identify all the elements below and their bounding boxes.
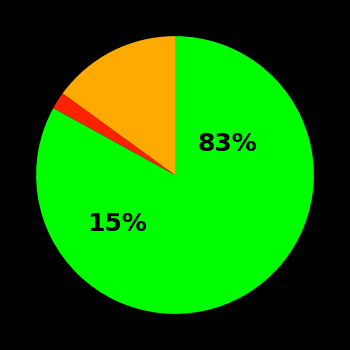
Wedge shape xyxy=(53,93,175,175)
Wedge shape xyxy=(36,36,314,314)
Text: 83%: 83% xyxy=(198,132,258,156)
Wedge shape xyxy=(63,36,175,175)
Text: 15%: 15% xyxy=(87,212,147,236)
